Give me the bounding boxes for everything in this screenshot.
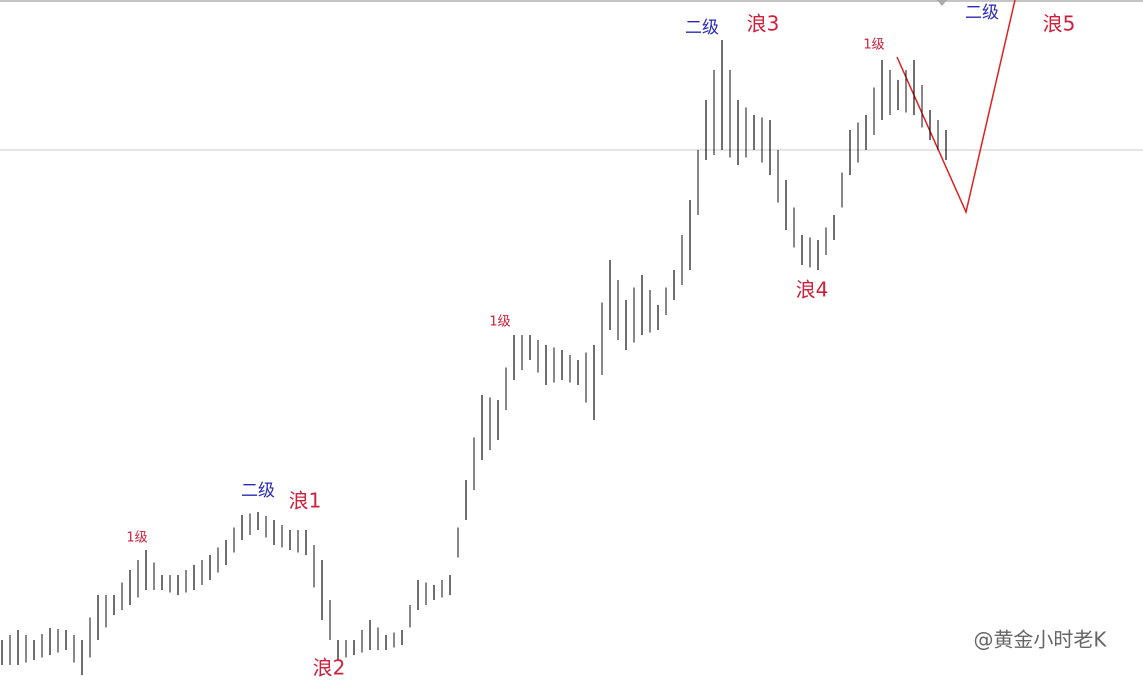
wave-label: 二级: [685, 18, 719, 38]
wave-label: 浪1: [289, 489, 322, 513]
marker: [937, 0, 947, 6]
wave-label: 1级: [489, 315, 510, 330]
wave-label: 浪5: [1043, 12, 1076, 36]
wave-label: 1级: [863, 38, 884, 53]
forecast-line: [896, 0, 1016, 215]
watermark: @黄金小时老K: [973, 628, 1107, 652]
wave-label: 1级: [126, 531, 147, 546]
wave-label: 二级: [965, 3, 999, 23]
wave-label: 浪2: [313, 656, 346, 680]
wave-label: 二级: [241, 481, 275, 501]
wave-label: 浪3: [747, 12, 780, 36]
wave-label: 浪4: [796, 278, 829, 302]
